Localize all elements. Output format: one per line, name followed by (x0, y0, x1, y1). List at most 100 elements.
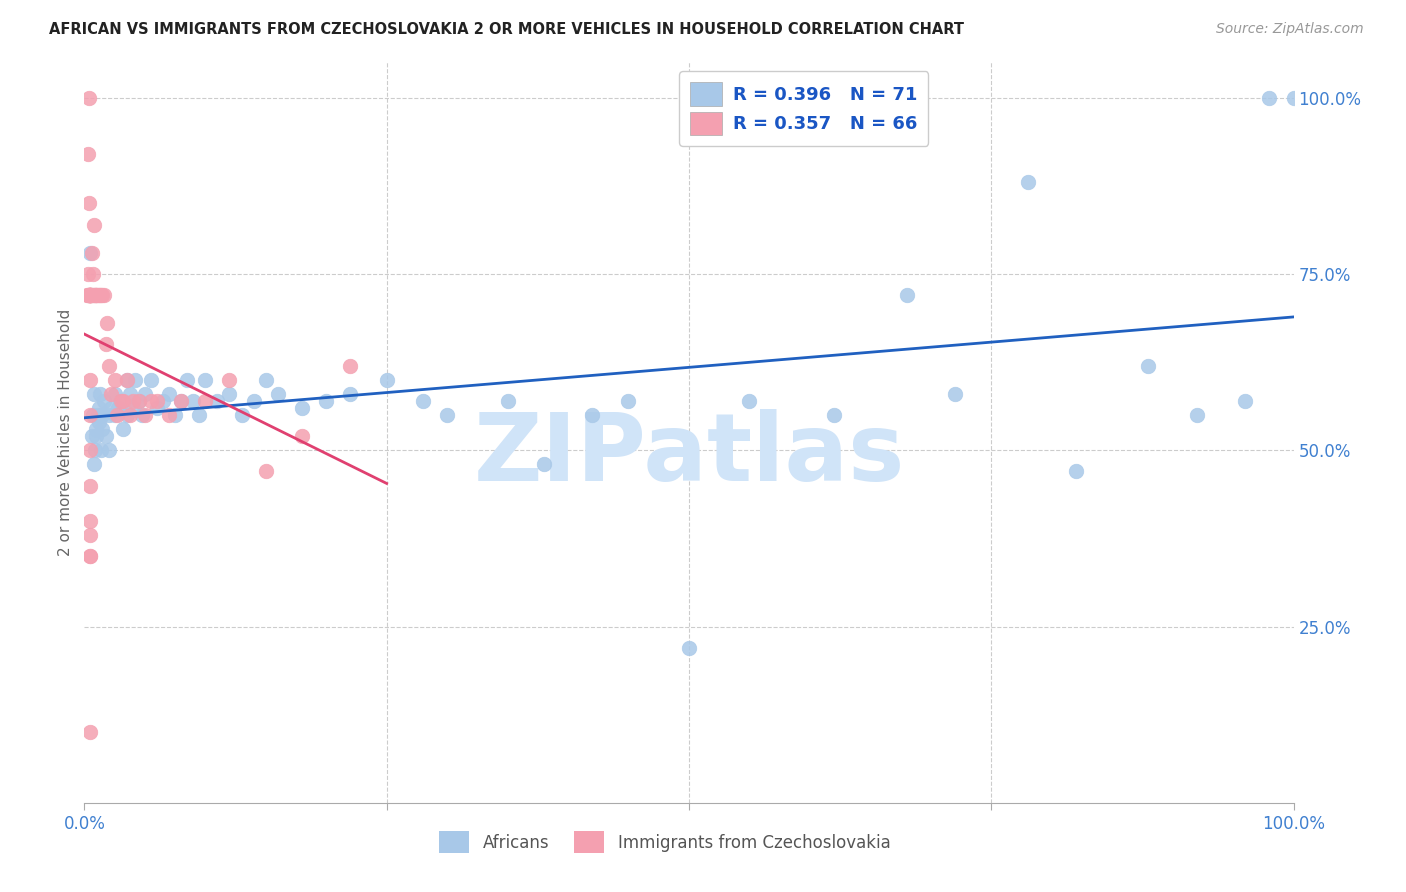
Point (83, 288, 105, 302)
Point (1064, 464, 1087, 478)
Point (79, 408, 101, 422)
Point (79, 443, 101, 458)
Point (115, 373, 138, 387)
Point (90, 288, 112, 302)
Point (104, 408, 127, 422)
Point (79, 373, 101, 387)
Point (80, 288, 103, 302)
Point (79, 245, 101, 260)
Point (139, 373, 162, 387)
Point (79, 549, 101, 563)
Point (82, 267, 104, 281)
Point (77, 288, 100, 302)
Point (84, 288, 107, 302)
Point (152, 393, 174, 408)
Point (86, 288, 108, 302)
Point (339, 387, 361, 401)
Point (79, 549, 101, 563)
Point (77, 147, 100, 161)
Point (96, 316, 118, 330)
Point (79, 528, 101, 542)
Point (128, 393, 150, 408)
Point (79, 288, 101, 302)
Point (77, 91, 100, 105)
Point (181, 393, 204, 408)
Point (77, 267, 100, 281)
Point (375, 373, 398, 387)
Point (94, 429, 117, 443)
Point (412, 393, 434, 408)
Point (112, 422, 135, 436)
Point (79, 288, 101, 302)
Point (77, 196, 100, 211)
Point (79, 288, 101, 302)
Point (86, 288, 108, 302)
Point (87, 401, 110, 415)
Point (146, 393, 169, 408)
Point (97, 359, 120, 373)
Point (1017, 175, 1039, 189)
Text: AFRICAN VS IMMIGRANTS FROM CZECHOSLOVAKIA 2 OR MORE VEHICLES IN HOUSEHOLD CORREL: AFRICAN VS IMMIGRANTS FROM CZECHOSLOVAKI… (49, 22, 965, 37)
Point (896, 288, 918, 302)
Point (82, 408, 104, 422)
Point (291, 401, 314, 415)
Point (79, 288, 101, 302)
Point (79, 288, 101, 302)
Point (128, 393, 150, 408)
Point (80, 245, 103, 260)
Point (124, 373, 146, 387)
Point (84, 443, 107, 458)
Point (339, 359, 361, 373)
Point (79, 514, 101, 528)
Point (110, 393, 132, 408)
Point (86, 288, 108, 302)
Point (146, 401, 169, 415)
Point (77, 288, 100, 302)
Point (188, 408, 211, 422)
Point (207, 393, 229, 408)
Point (1282, 91, 1305, 105)
Point (436, 408, 458, 422)
Point (77, 288, 100, 302)
Point (218, 373, 240, 387)
Point (100, 401, 122, 415)
Point (242, 393, 264, 408)
Point (93, 393, 115, 408)
Point (79, 288, 101, 302)
Point (134, 408, 156, 422)
Point (93, 288, 115, 302)
Point (121, 393, 143, 408)
Point (231, 408, 253, 422)
Point (89, 387, 111, 401)
Text: ZIPatlas: ZIPatlas (474, 409, 904, 500)
Point (97, 408, 120, 422)
Point (254, 373, 277, 387)
Point (91, 422, 114, 436)
Point (89, 288, 111, 302)
Point (1258, 91, 1281, 105)
Point (1234, 393, 1257, 408)
Point (139, 393, 162, 408)
Point (165, 408, 187, 422)
Point (194, 393, 217, 408)
Text: Source: ZipAtlas.com: Source: ZipAtlas.com (1216, 22, 1364, 37)
Point (110, 393, 132, 408)
Point (291, 429, 314, 443)
Point (533, 458, 555, 472)
Point (79, 288, 101, 302)
Point (315, 393, 337, 408)
Point (1185, 408, 1208, 422)
Point (170, 393, 193, 408)
Point (82, 288, 104, 302)
Point (87, 288, 110, 302)
Point (79, 725, 101, 739)
Point (91, 408, 114, 422)
Point (79, 288, 101, 302)
Point (86, 422, 108, 436)
Point (91, 288, 114, 302)
Point (121, 401, 143, 415)
Point (254, 464, 277, 478)
Point (94, 337, 117, 351)
Point (87, 415, 110, 429)
Point (115, 408, 138, 422)
